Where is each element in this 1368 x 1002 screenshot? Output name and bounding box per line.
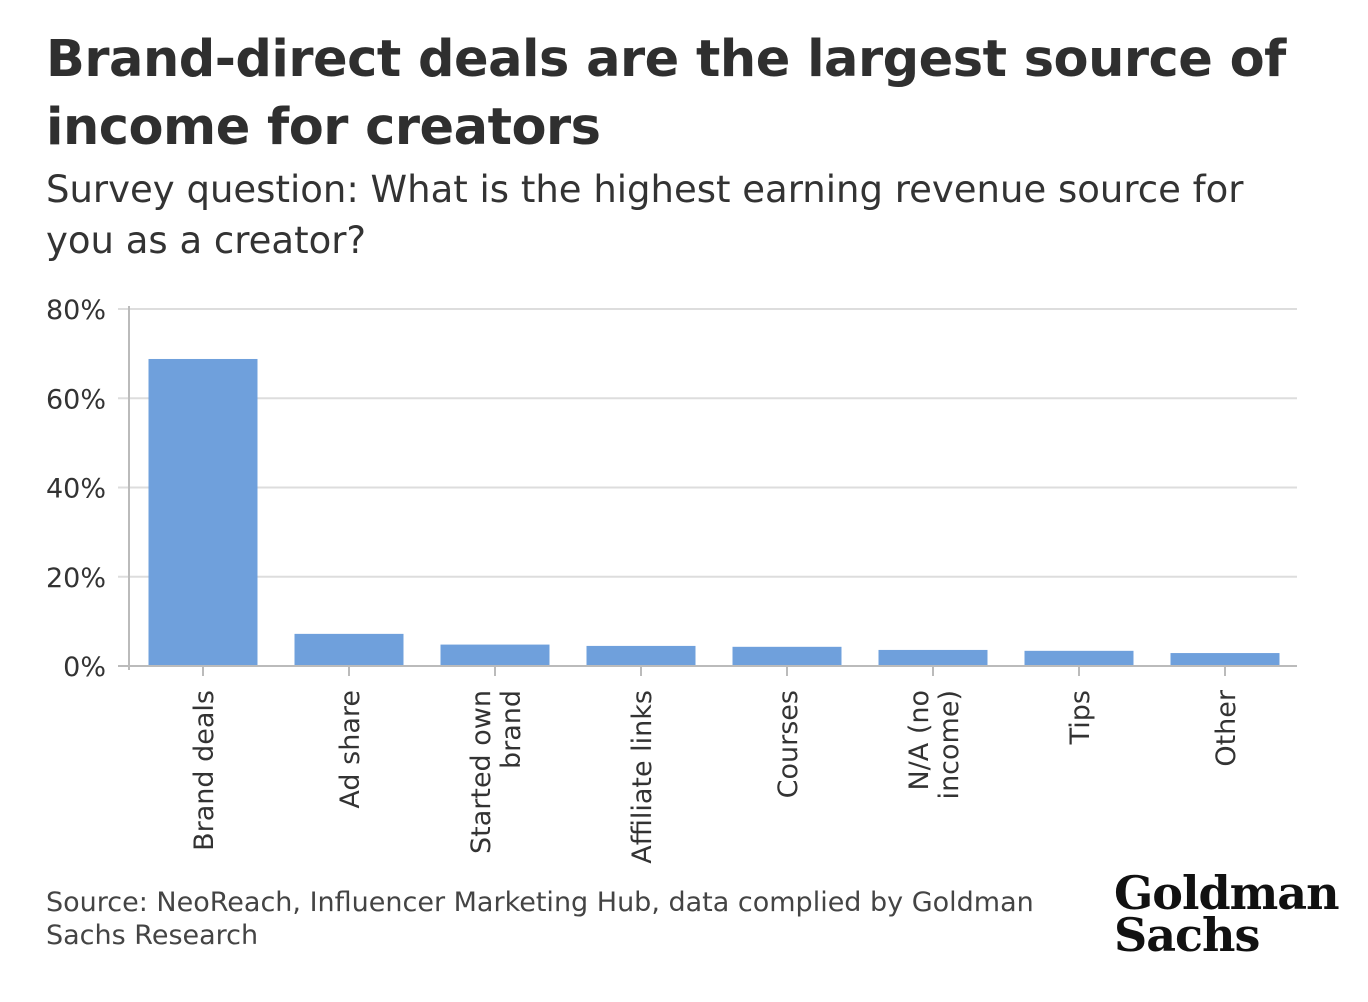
bar — [732, 646, 842, 666]
y-tick-label: 60% — [46, 384, 106, 415]
bar — [1170, 653, 1280, 666]
x-tick-label: Courses — [773, 690, 804, 798]
y-tick-label: 20% — [46, 563, 106, 594]
y-axis-tick-labels: 0% 20% 40% 60% 80% — [46, 295, 106, 683]
y-tick-label: 40% — [46, 474, 106, 505]
bars — [148, 358, 1280, 666]
x-tick-label: Brand deals — [189, 690, 220, 851]
goldman-sachs-logo: Goldman Sachs — [1114, 866, 1340, 962]
bar — [1024, 650, 1134, 666]
chart-subtitle: Survey question: What is the highest ear… — [46, 168, 1244, 262]
x-tick-label: N/A (no — [904, 690, 935, 791]
x-tick-label: Other — [1211, 689, 1242, 767]
source-note: Source: NeoReach, Influencer Marketing H… — [46, 887, 1034, 951]
x-axis-tick-labels: Brand deals Ad share Started own brand Affil… — [189, 689, 1242, 864]
x-tick-label: income) — [934, 690, 965, 799]
x-tick-label: Affiliate links — [627, 690, 658, 864]
x-tick-label: brand — [496, 690, 527, 769]
chart-title: Brand-direct deals are the largest sourc… — [46, 30, 1286, 157]
x-tick-label: Started own — [466, 690, 497, 854]
gridlines — [118, 308, 1297, 578]
bar-chart: 0% 20% 40% 60% 80% Brand deals Ad share Starte… — [46, 295, 1297, 864]
x-tick-label: Ad share — [335, 690, 366, 809]
bar — [294, 633, 404, 666]
y-tick-label: 0% — [63, 652, 106, 683]
y-tick-label: 80% — [46, 295, 106, 326]
axes — [118, 306, 1297, 676]
bar — [586, 645, 696, 666]
x-tick-label: Tips — [1065, 690, 1096, 745]
bar — [148, 358, 258, 666]
bar — [878, 649, 988, 666]
bar — [440, 644, 550, 666]
